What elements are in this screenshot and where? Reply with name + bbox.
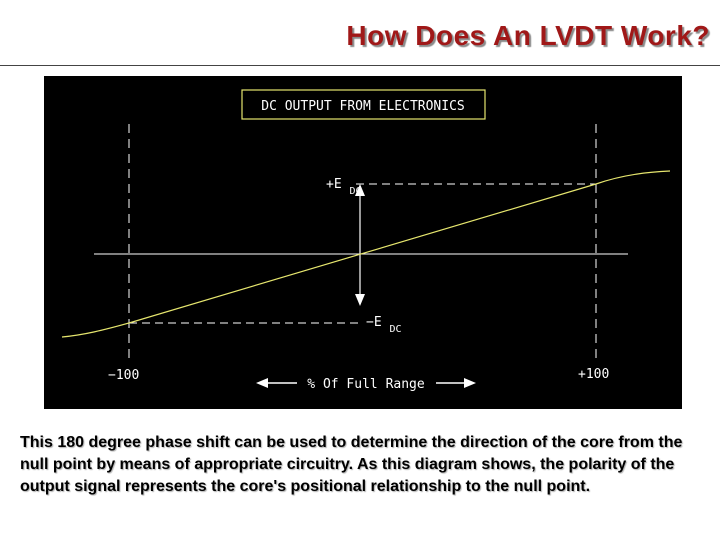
positive-output-label: +E DC — [326, 177, 362, 197]
arrow-down-head — [355, 294, 365, 306]
right-limit-label: +100 — [578, 367, 609, 382]
negative-output-label-main: −E — [366, 315, 382, 330]
diagram-label-box — [241, 89, 486, 120]
caption-text: This 180 degree phase shift can be used … — [20, 434, 683, 495]
slide-title: How Does An LVDT Work? — [346, 20, 710, 51]
diagram-label-text: DC OUTPUT FROM ELECTRONICS — [261, 99, 465, 114]
left-limit-label: −100 — [108, 368, 139, 383]
positive-output-label-sub: DC — [349, 186, 361, 197]
range-arrow-right-head — [464, 378, 476, 388]
range-arrow-left-head — [256, 378, 268, 388]
lvdt-output-diagram: DC OUTPUT FROM ELECTRONICS +E DC −E DC −… — [44, 76, 682, 409]
negative-output-label-sub: DC — [389, 324, 401, 335]
arrow-up-head — [355, 184, 365, 196]
output-curve — [61, 170, 671, 338]
axis-range-label: % Of Full Range — [307, 377, 425, 392]
title-divider — [0, 65, 720, 66]
negative-output-label: −E DC — [366, 315, 402, 335]
positive-output-label-main: +E — [326, 177, 342, 192]
